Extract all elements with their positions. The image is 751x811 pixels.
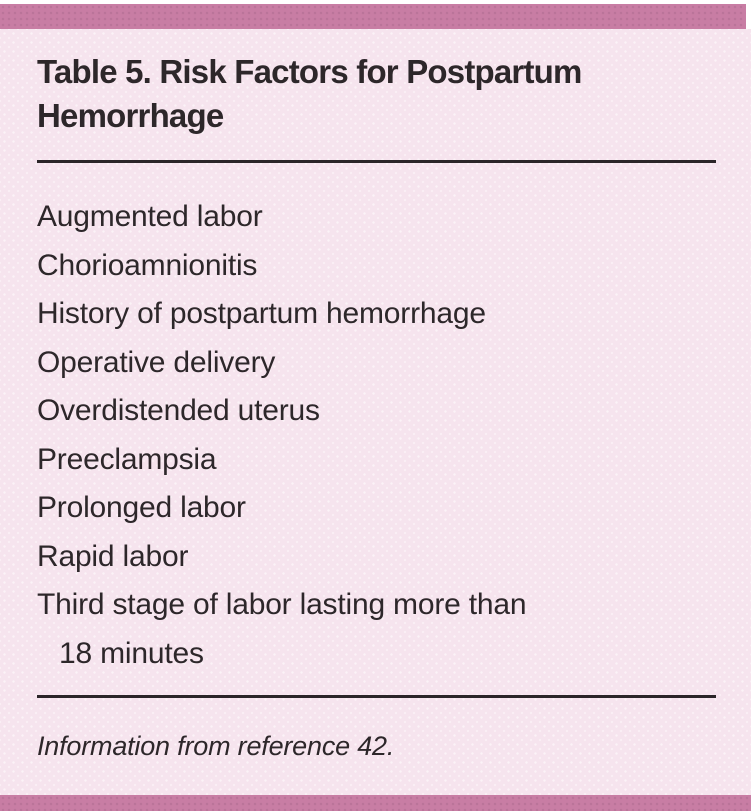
footer-divider bbox=[37, 695, 716, 698]
risk-factor-list: Augmented labor Chorioamnionitis History o… bbox=[37, 193, 716, 678]
title-divider bbox=[37, 160, 716, 163]
list-item: Rapid labor bbox=[37, 539, 189, 573]
list-item: Operative delivery bbox=[37, 345, 276, 379]
list-item: History of postpartum hemorrhage bbox=[37, 297, 486, 330]
table-title: Table 5. Risk Factors for Postpartum Hem… bbox=[37, 53, 582, 134]
list-item: Overdistended uterus bbox=[37, 394, 320, 427]
list-item: Third stage of labor lasting more than 1… bbox=[37, 588, 527, 670]
list-item: Preeclampsia bbox=[37, 442, 217, 476]
bottom-accent-bar bbox=[0, 795, 751, 811]
top-accent-bar bbox=[0, 4, 746, 29]
list-item: Chorioamnionitis bbox=[37, 248, 258, 282]
list-item: Augmented labor bbox=[37, 200, 263, 233]
table-panel: Table 5. Risk Factors for Postpartum Hem… bbox=[0, 29, 751, 795]
source-footnote: Information from reference 42. bbox=[37, 731, 395, 761]
list-item: Prolonged labor bbox=[37, 491, 246, 524]
